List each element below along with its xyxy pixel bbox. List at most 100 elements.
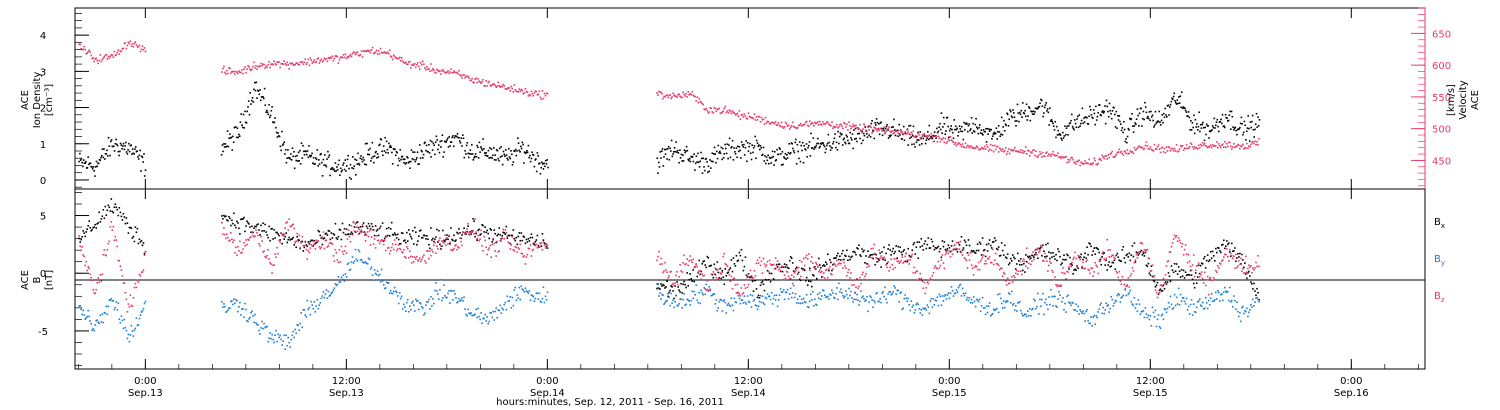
data-point [373,155,376,157]
data-point [1202,308,1205,310]
data-point [716,157,719,160]
data-point [106,209,109,212]
data-point [890,293,892,296]
data-point [319,247,322,250]
data-point [1189,303,1192,306]
data-point [337,163,340,166]
data-point [1067,134,1069,136]
date-tick-label: Sep.13 [128,388,163,399]
data-point [764,278,767,281]
data-point [394,154,397,157]
data-point [507,234,510,237]
data-point [870,122,873,125]
data-point [543,162,545,165]
data-point [352,221,355,224]
data-point [100,156,102,159]
data-point [853,298,855,301]
data-point [350,231,353,233]
data-point [331,167,334,169]
data-point [132,46,135,48]
data-point [908,133,910,135]
data-point [1216,298,1218,300]
data-point [1032,254,1034,257]
data-point [1095,163,1097,166]
data-point [290,225,292,228]
data-point [318,159,320,161]
data-point [754,119,757,121]
data-point [1010,110,1012,113]
data-point [911,249,914,251]
data-point [348,224,351,226]
data-point [540,242,543,245]
data-point [803,300,806,303]
data-point [864,262,866,264]
data-point [746,295,749,297]
data-point [680,282,682,285]
data-point [728,268,731,271]
data-point [1072,273,1074,275]
data-point [420,302,422,305]
data-point [1247,272,1249,274]
data-point [1005,300,1008,302]
data-point [796,126,799,129]
data-point [357,233,360,235]
data-point [884,132,886,135]
data-point [341,56,344,59]
data-point [989,315,992,317]
data-point [507,241,510,243]
data-point [902,125,905,128]
data-point [489,84,491,87]
data-point [301,240,304,243]
data-point [488,80,490,83]
data-point [796,143,799,146]
data-point [917,257,920,259]
data-point [781,151,784,153]
data-point [733,263,736,265]
data-point [677,286,679,288]
data-point [1098,308,1100,310]
data-point [1025,313,1027,316]
data-point [777,263,780,266]
data-point [1029,155,1031,157]
data-point [1226,240,1228,242]
data-point [885,125,888,128]
data-point [362,156,365,159]
data-point [1240,116,1243,119]
data-point [470,312,472,314]
data-point [868,129,870,131]
data-point [390,56,393,58]
data-point [1181,297,1184,299]
data-point [114,306,117,309]
data-point [228,67,230,69]
data-point [512,91,515,93]
data-point [300,61,302,63]
data-point [307,156,310,159]
data-point [85,317,87,319]
data-point [657,94,659,96]
data-point [328,154,331,156]
data-point [1141,310,1144,313]
data-point [764,116,767,119]
data-point [787,151,790,154]
data-point [355,226,358,228]
data-point [880,266,882,268]
data-point [323,297,326,299]
data-point [1218,291,1220,294]
density-tick-label: 0 [40,176,46,187]
data-point [755,305,758,307]
data-point [461,297,463,299]
data-point [681,160,683,162]
data-point [364,142,367,145]
data-point [92,327,94,330]
data-point [1128,291,1131,294]
data-point [1123,257,1126,259]
data-point [339,281,342,283]
data-point [668,158,671,161]
data-point [1113,259,1116,262]
data-point [1017,112,1020,114]
data-point [1207,260,1210,263]
data-point [538,163,540,165]
data-point [855,124,857,127]
data-point [1198,111,1200,114]
data-point [459,232,461,234]
